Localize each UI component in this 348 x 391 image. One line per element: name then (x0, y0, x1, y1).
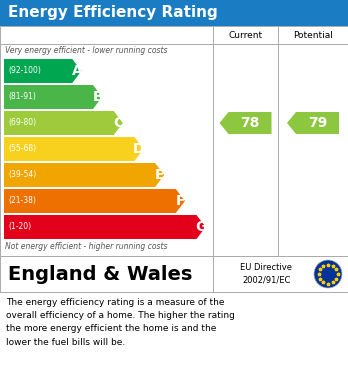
Bar (0, 0, 348, 26)
Bar (0, 256, 348, 292)
Circle shape (314, 260, 342, 288)
Text: B: B (92, 90, 103, 104)
Text: (69-80): (69-80) (8, 118, 36, 127)
Text: (1-20): (1-20) (8, 222, 31, 231)
Text: England & Wales: England & Wales (8, 264, 192, 283)
Polygon shape (4, 163, 164, 187)
Text: 79: 79 (308, 116, 327, 130)
Polygon shape (4, 59, 81, 83)
Text: (81-91): (81-91) (8, 93, 36, 102)
Text: Not energy efficient - higher running costs: Not energy efficient - higher running co… (5, 242, 167, 251)
Text: C: C (113, 116, 124, 130)
Text: Current: Current (228, 30, 262, 39)
Text: A: A (71, 64, 82, 78)
Polygon shape (4, 85, 102, 109)
Text: (39-54): (39-54) (8, 170, 36, 179)
Text: G: G (195, 220, 207, 234)
Bar (0, 26, 348, 256)
Text: Very energy efficient - lower running costs: Very energy efficient - lower running co… (5, 46, 167, 55)
Polygon shape (4, 215, 206, 239)
Polygon shape (4, 111, 123, 135)
Text: Energy Efficiency Rating: Energy Efficiency Rating (8, 5, 218, 20)
Polygon shape (287, 112, 339, 134)
Text: D: D (133, 142, 145, 156)
Text: 2002/91/EC: 2002/91/EC (242, 276, 291, 285)
Text: F: F (176, 194, 185, 208)
Polygon shape (4, 189, 185, 213)
Text: The energy efficiency rating is a measure of the
overall efficiency of a home. T: The energy efficiency rating is a measur… (6, 298, 235, 346)
Text: Potential: Potential (293, 30, 333, 39)
Text: (21-38): (21-38) (8, 197, 36, 206)
Polygon shape (4, 137, 143, 161)
Text: (92-100): (92-100) (8, 66, 41, 75)
Text: 78: 78 (240, 116, 260, 130)
Text: (55-68): (55-68) (8, 145, 36, 154)
Text: E: E (155, 168, 164, 182)
Polygon shape (220, 112, 271, 134)
Text: EU Directive: EU Directive (240, 264, 293, 273)
